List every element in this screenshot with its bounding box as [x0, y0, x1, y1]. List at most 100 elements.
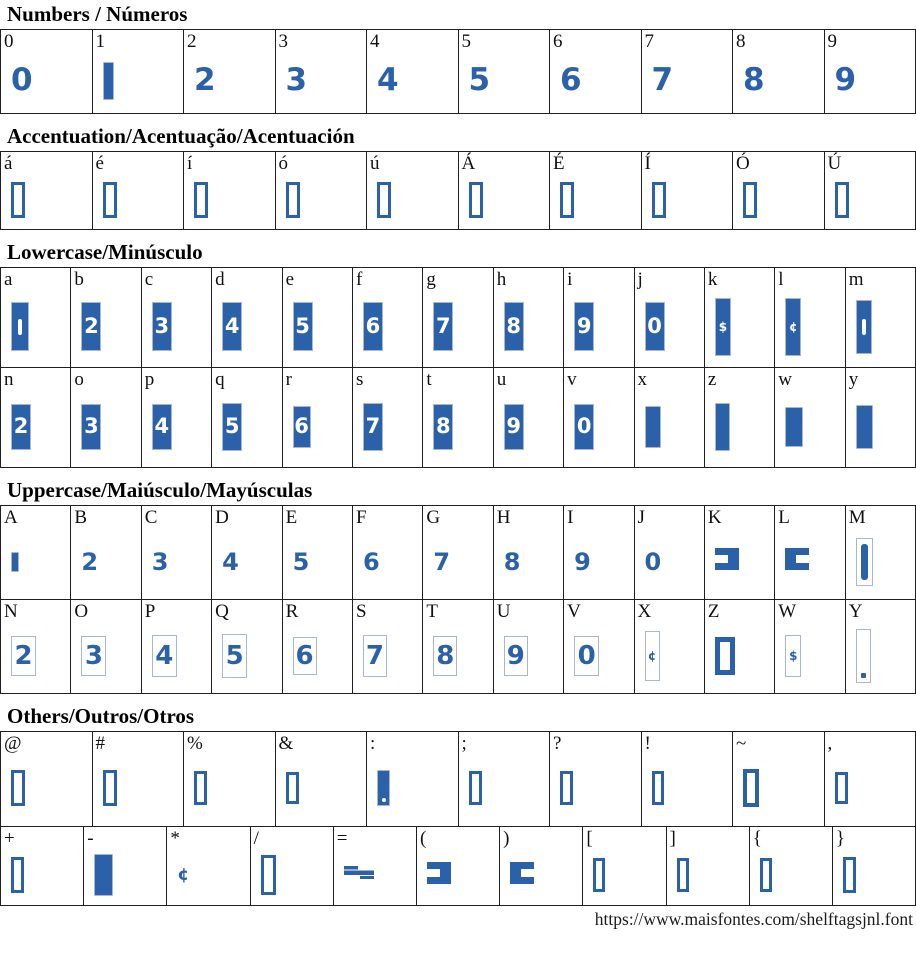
- glyph: ¢: [635, 623, 704, 693]
- cell-character-label: m: [846, 268, 915, 291]
- cell-character-label: F: [353, 506, 422, 529]
- section-title: Lowercase/Minúsculo: [7, 241, 916, 264]
- glyph: [1, 529, 70, 599]
- glyph: 9: [564, 529, 633, 599]
- glyph: 8: [733, 53, 824, 113]
- glyph-box-char: 4: [154, 416, 169, 437]
- glyph-cell: Á: [459, 152, 551, 229]
- glyph-cell: é: [93, 152, 185, 229]
- glyph: 3: [276, 53, 367, 113]
- glyph: 6: [283, 623, 352, 693]
- cell-character-label: I: [564, 506, 633, 529]
- glyph-solid-bar: [856, 405, 873, 449]
- glyph-outline-char: $: [789, 650, 797, 662]
- glyph-reverse-box: 3: [81, 404, 101, 450]
- glyph-box-char: 4: [225, 316, 240, 337]
- glyph-digit: 8: [504, 550, 521, 574]
- glyph-cell: w: [775, 368, 845, 467]
- glyph: 4: [212, 529, 281, 599]
- glyph-box-char: 9: [577, 316, 592, 337]
- section-title: Numbers / Números: [7, 3, 916, 26]
- glyph: 2: [71, 529, 140, 599]
- glyph-digit: 7: [652, 65, 674, 96]
- glyph: [642, 755, 733, 826]
- cell-character-label: :: [367, 732, 458, 755]
- glyph: [184, 755, 275, 826]
- glyph-bracket-open-left: [427, 862, 451, 889]
- glyph-cell: z: [705, 368, 775, 467]
- glyph: 6: [283, 391, 352, 467]
- glyph-notdef-box: [103, 770, 117, 806]
- glyph-cell: m: [846, 268, 916, 367]
- glyph: 2: [1, 623, 70, 693]
- cell-character-label: J: [635, 506, 704, 529]
- glyph-digit: 7: [433, 550, 450, 574]
- glyph: [705, 391, 774, 467]
- cell-character-label: &: [276, 732, 367, 755]
- glyph: 2: [1, 391, 70, 467]
- glyph-outline-char: 8: [436, 643, 454, 669]
- glyph: 2: [71, 291, 140, 367]
- cell-character-label: t: [423, 368, 492, 391]
- glyph: [750, 850, 832, 905]
- glyph-notdef-box: [560, 771, 573, 805]
- glyph: [846, 291, 915, 367]
- glyph: [846, 391, 915, 467]
- footer-url-link[interactable]: https://www.maisfontes.com/shelftagsjnl.…: [0, 906, 916, 930]
- glyph-cell: /: [251, 827, 334, 905]
- cell-character-label: g: [423, 268, 492, 291]
- glyph-equals-bar: [344, 866, 374, 884]
- glyph: 9: [494, 391, 563, 467]
- glyph-cell: }: [833, 827, 916, 905]
- glyph: [184, 175, 275, 229]
- glyph-cell: í: [184, 152, 276, 229]
- cell-character-label: R: [283, 600, 352, 623]
- glyph: 9: [564, 291, 633, 367]
- glyph-notdef-box: [652, 182, 666, 218]
- glyph-row: @#%&:;?!~,: [1, 731, 916, 826]
- glyph-reverse-box: 0: [645, 302, 665, 351]
- glyph: [733, 755, 824, 826]
- cell-character-label: V: [564, 600, 633, 623]
- cell-character-label: 9: [825, 30, 916, 53]
- cell-character-label: É: [550, 152, 641, 175]
- glyph-cell: ó: [276, 152, 368, 229]
- glyph: ¢: [167, 850, 249, 905]
- glyph-notdef-box: [194, 771, 207, 805]
- cell-character-label: y: [846, 368, 915, 391]
- glyph-reverse-box: 5: [293, 302, 313, 351]
- glyph: [367, 755, 458, 826]
- glyph-bracket-open-right: [785, 548, 809, 575]
- cell-character-label: H: [494, 506, 563, 529]
- glyph-outline-char: ¢: [648, 650, 656, 662]
- cell-character-label: *: [167, 827, 249, 850]
- glyph-cell: ]: [667, 827, 750, 905]
- glyph-reverse-box: 0: [574, 404, 594, 450]
- glyph-reverse-box: 2: [81, 302, 101, 351]
- glyph: [825, 175, 916, 229]
- cell-character-label: N: [1, 600, 70, 623]
- cell-character-label: h: [494, 268, 563, 291]
- glyph-outline-char: 5: [226, 643, 244, 669]
- glyph-outline-box: 7: [363, 635, 387, 677]
- glyph: [550, 175, 641, 229]
- glyph: 0: [564, 391, 633, 467]
- glyph-box-char: 0: [647, 316, 662, 337]
- cell-character-label: 1: [93, 30, 184, 53]
- glyph: 4: [212, 291, 281, 367]
- cell-character-label: 7: [642, 30, 733, 53]
